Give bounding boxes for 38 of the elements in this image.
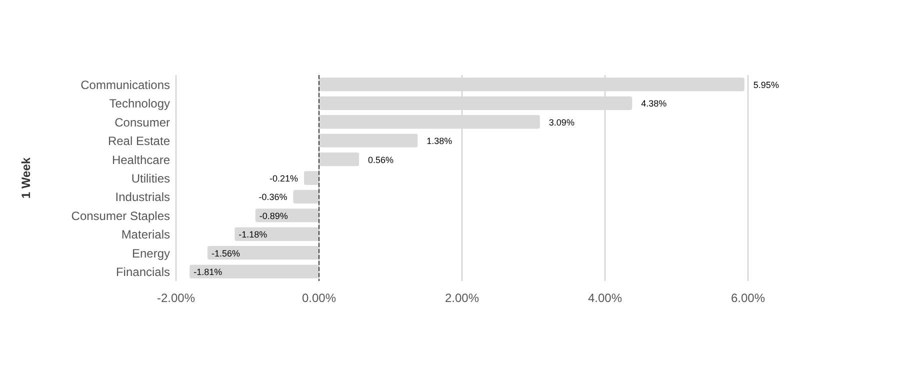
bar — [319, 78, 744, 92]
data-label: 4.38% — [641, 98, 667, 109]
y-tick-label: Energy — [132, 246, 170, 260]
y-tick-label: Financials — [116, 265, 170, 280]
data-label: 3.09% — [548, 117, 574, 128]
bar — [190, 264, 319, 278]
bar — [319, 152, 360, 166]
bar — [319, 134, 418, 148]
x-tick-label: 2.00% — [444, 291, 480, 305]
data-label: 1.38% — [426, 136, 452, 146]
data-label: -1.81% — [194, 267, 222, 278]
y-tick-label: Consumer Staples — [71, 208, 170, 223]
y-tick-label: Consumer — [114, 115, 170, 130]
bar — [293, 190, 319, 204]
x-tick-label: 0.00% — [302, 291, 336, 305]
bar — [319, 96, 632, 110]
data-label: 5.95% — [753, 80, 779, 90]
data-label: -0.89% — [259, 210, 288, 221]
bar — [207, 246, 319, 260]
bar — [304, 171, 319, 185]
y-axis-title: 1 Week — [19, 157, 33, 199]
y-tick-label: Communications — [80, 78, 170, 92]
y-tick-label: Healthcare — [112, 152, 170, 167]
x-tick-label: 4.00% — [588, 291, 622, 305]
y-tick-label: Materials — [121, 228, 170, 242]
y-tick-label: Utilities — [131, 172, 170, 186]
data-label: -0.36% — [258, 192, 288, 202]
y-tick-label: Real Estate — [108, 134, 170, 148]
data-label: -1.56% — [211, 248, 240, 258]
bar — [234, 227, 319, 241]
x-tick-label: -2.00% — [156, 291, 196, 305]
y-tick-label: Technology — [109, 96, 170, 111]
data-label: -0.21% — [269, 174, 298, 184]
data-label: -1.18% — [238, 230, 268, 240]
bar — [319, 115, 540, 129]
x-tick-label: 6.00% — [730, 291, 766, 305]
y-tick-label: Industrials — [115, 190, 170, 204]
data-label: 0.56% — [368, 154, 394, 165]
